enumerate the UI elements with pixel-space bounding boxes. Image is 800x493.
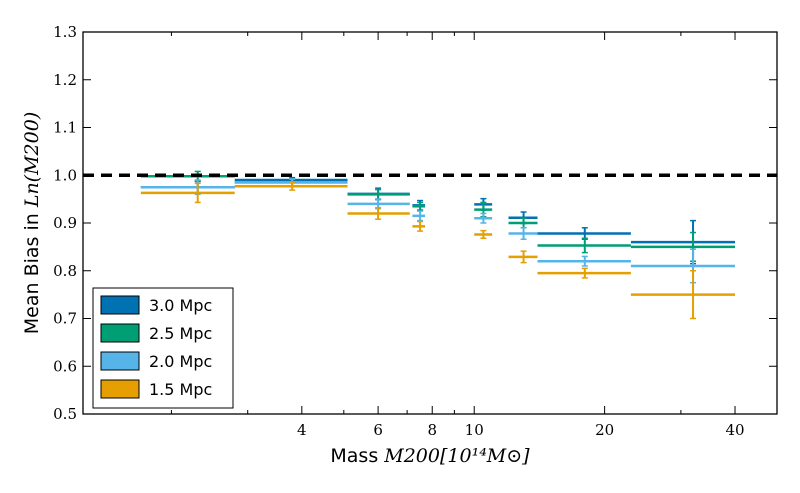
y-axis-label: Mean Bias in Ln(M200) xyxy=(21,112,43,334)
y-tick-label: 0.5 xyxy=(53,405,77,423)
legend-label: 1.5 Mpc xyxy=(149,380,212,399)
x-axis-label-math: M200[10¹⁴M⊙] xyxy=(383,445,530,467)
y-tick-label: 0.9 xyxy=(53,214,77,232)
y-axis-label-prefix: Mean Bias in xyxy=(21,207,43,334)
x-tick-label: 40 xyxy=(725,421,744,439)
y-tick-label: 1.0 xyxy=(53,166,77,184)
legend: 3.0 Mpc 2.5 Mpc 2.0 Mpc 1.5 Mpc xyxy=(93,288,233,408)
legend-swatch xyxy=(101,352,139,370)
legend-label: 3.0 Mpc xyxy=(149,296,212,315)
series-2-5-mpc xyxy=(141,171,735,261)
y-tick-label: 1.2 xyxy=(53,71,77,89)
x-tick-label: 6 xyxy=(373,421,383,439)
legend-swatch xyxy=(101,324,139,342)
x-axis-label-prefix: Mass xyxy=(330,445,384,467)
series-2-0-mpc xyxy=(141,179,735,283)
legend-swatch xyxy=(101,380,139,398)
y-tick-label: 1.1 xyxy=(53,119,77,137)
x-tick-labels: 4 6 8 10 20 40 xyxy=(297,421,745,439)
y-tick-labels: 0.5 0.6 0.7 0.8 0.9 1.0 1.1 1.2 1.3 xyxy=(53,23,77,423)
legend-label: 2.0 Mpc xyxy=(149,352,212,371)
y-tick-label: 0.7 xyxy=(53,310,77,328)
x-tick-label: 8 xyxy=(427,421,437,439)
y-tick-label: 0.8 xyxy=(53,262,77,280)
x-tick-label: 4 xyxy=(297,421,307,439)
legend-label: 2.5 Mpc xyxy=(149,324,212,343)
y-tick-label: 1.3 xyxy=(53,23,77,41)
y-tick-label: 0.6 xyxy=(53,357,77,375)
legend-swatch xyxy=(101,296,139,314)
y-axis-label-math: Ln(M200) xyxy=(21,112,43,208)
x-axis-label: Mass M200[10¹⁴M⊙] xyxy=(330,445,530,467)
x-tick-label: 10 xyxy=(465,421,484,439)
series-3-0-mpc xyxy=(141,178,735,264)
x-tick-label: 20 xyxy=(595,421,614,439)
